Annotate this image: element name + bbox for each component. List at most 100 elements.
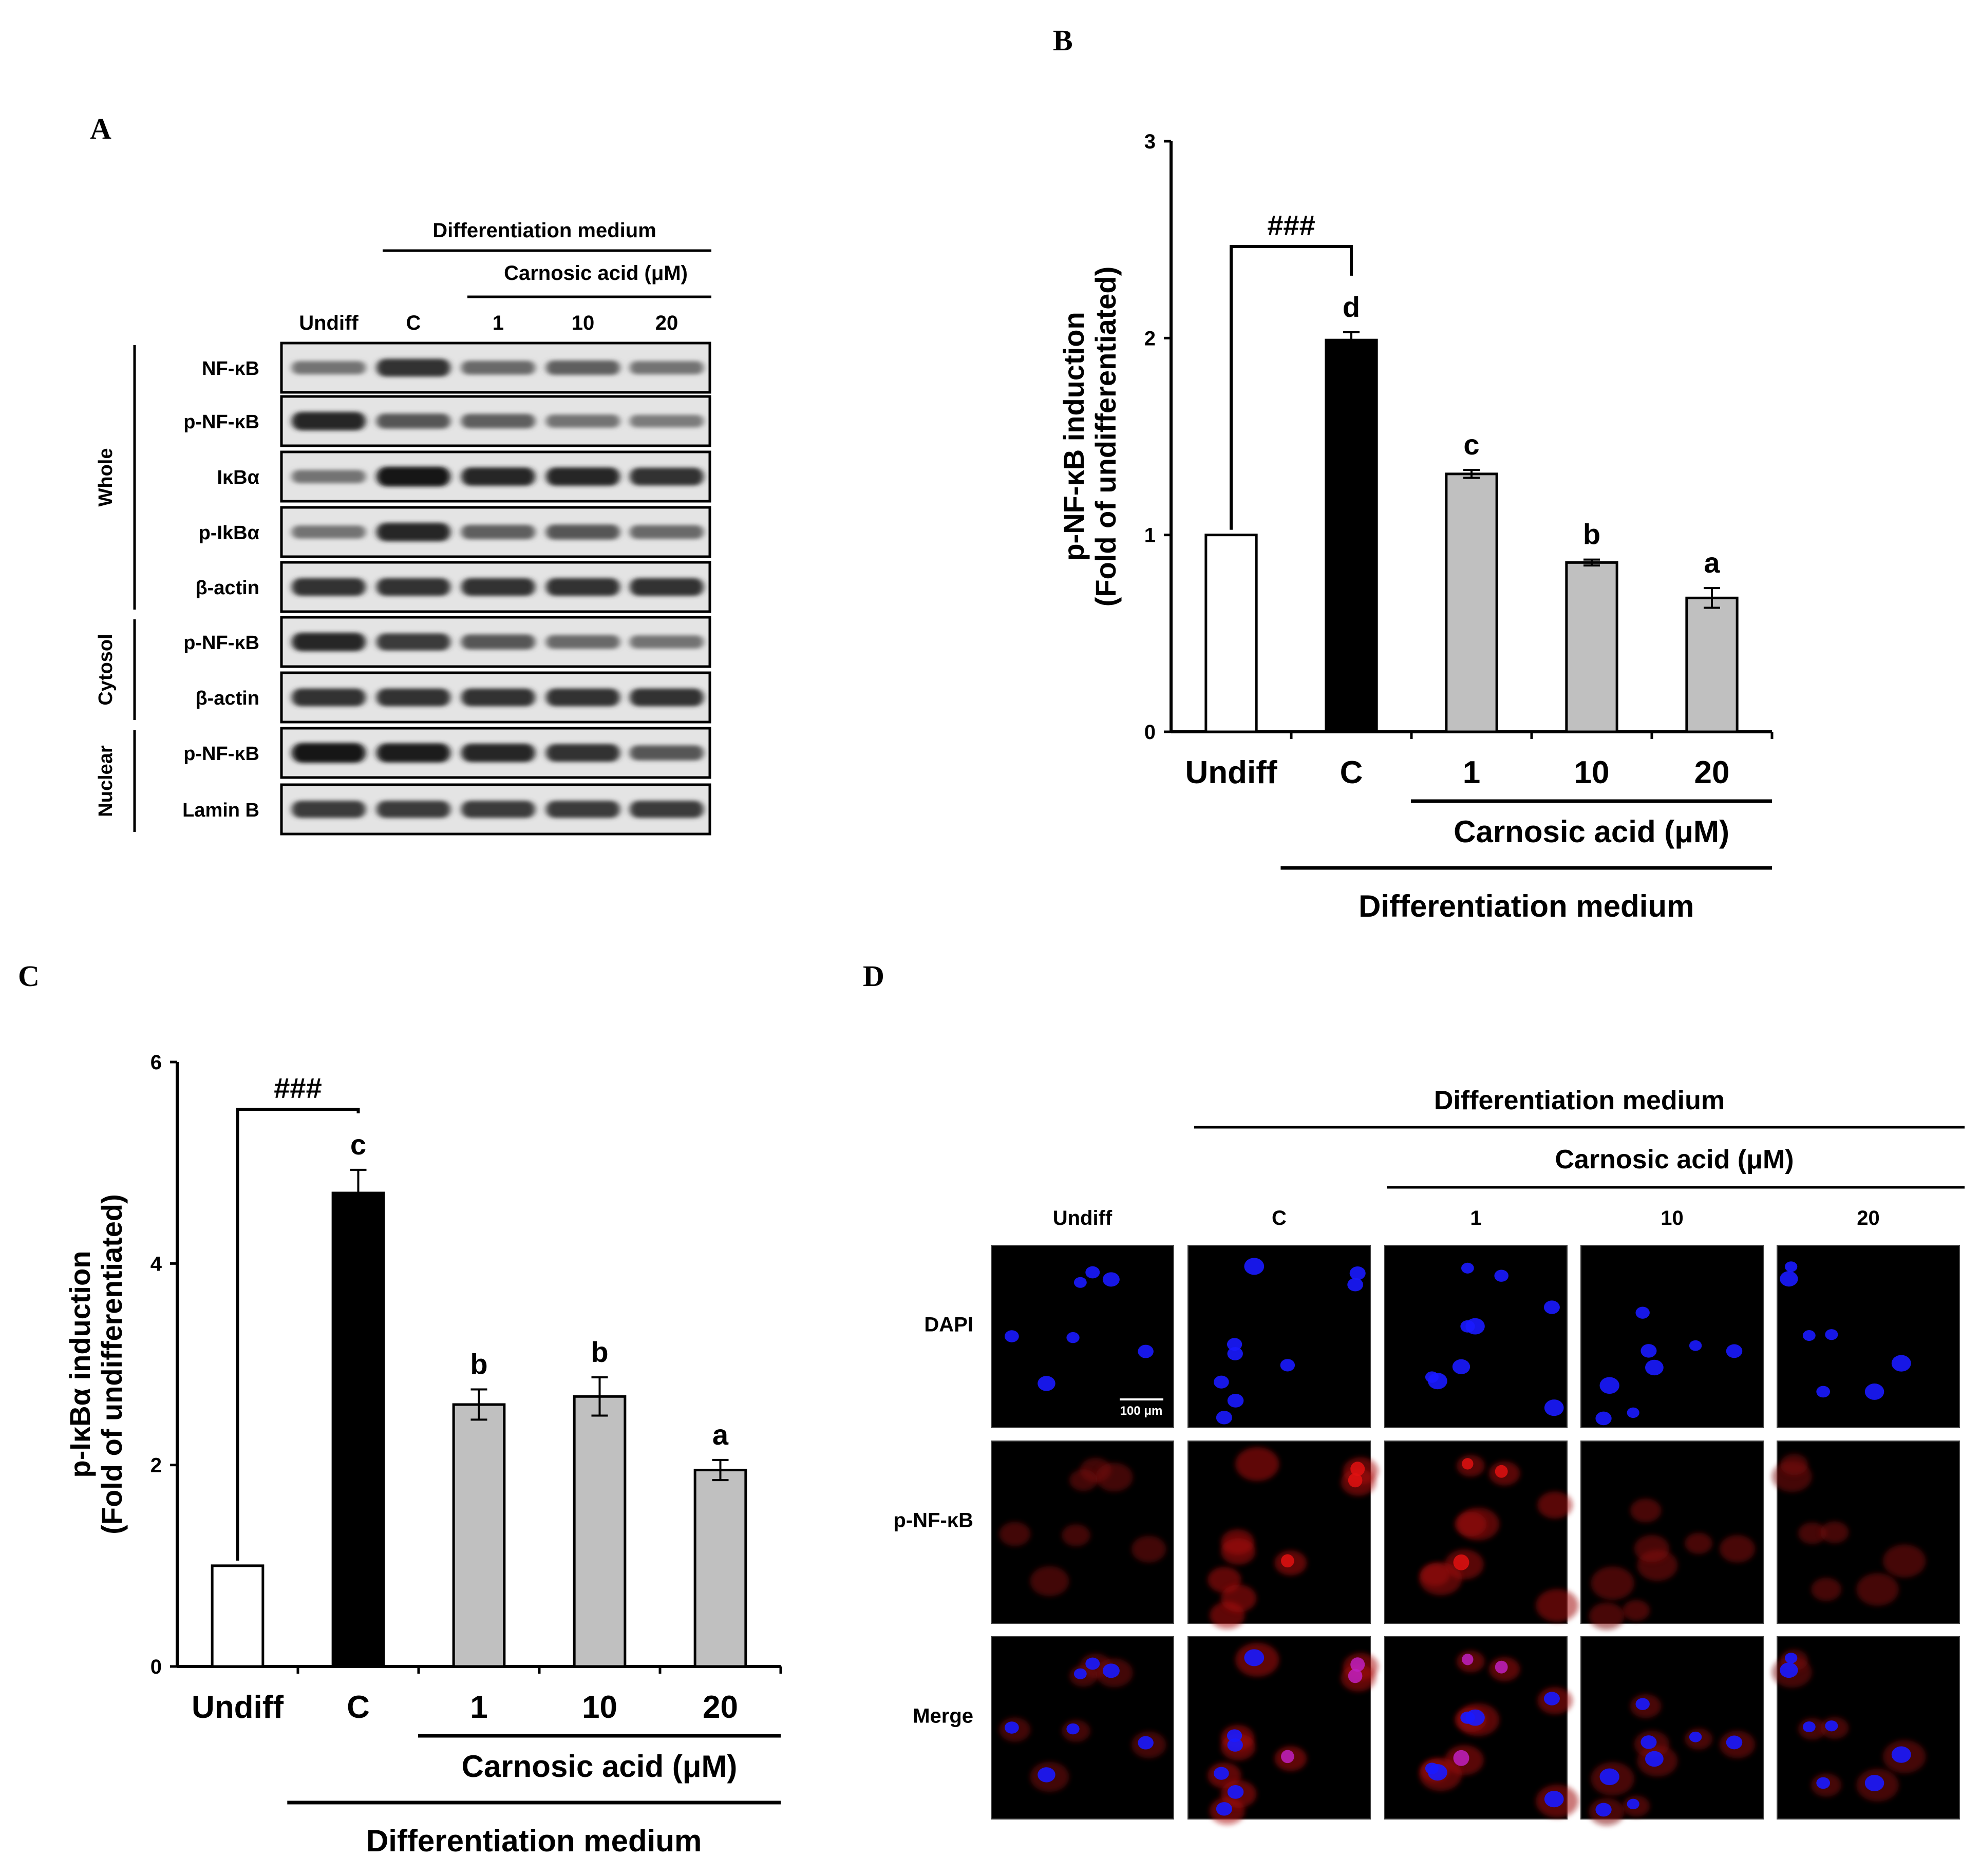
- nucleus: [1227, 1738, 1243, 1752]
- significance-letter: a: [1704, 546, 1720, 579]
- panel-b-letter: B: [1053, 24, 1073, 57]
- blot-band: [376, 358, 450, 377]
- nucleus: [1825, 1329, 1838, 1340]
- blot-band: [546, 360, 620, 375]
- nucleus: [1544, 1791, 1564, 1808]
- nucleus: [1102, 1272, 1120, 1287]
- nucleus: [1138, 1736, 1154, 1750]
- nuclear-signal: [1348, 1669, 1363, 1683]
- nucleus: [1073, 1668, 1087, 1679]
- cell-cytoplasm: [1221, 1538, 1256, 1565]
- nucleus: [1427, 1764, 1447, 1781]
- fluorescence-tile: [1772, 1441, 1960, 1624]
- y-tick-label: 0: [150, 1656, 162, 1678]
- cell-cytoplasm: [1883, 1544, 1926, 1578]
- x-tick-label: C: [1340, 755, 1363, 790]
- blot-band: [461, 467, 535, 486]
- tile-row-label: p-NF-κB: [893, 1509, 973, 1532]
- nuclear-signal: [1348, 1473, 1363, 1488]
- nucleus: [1640, 1735, 1657, 1749]
- bar: [1565, 561, 1618, 733]
- nucleus: [1891, 1355, 1911, 1372]
- tile-background: [1187, 1441, 1371, 1624]
- y-tick-label: 0: [1144, 721, 1156, 744]
- nucleus: [1784, 1653, 1798, 1663]
- x-tick-label: 10: [1574, 755, 1610, 790]
- blot-row-label: p-NF-κB: [183, 632, 259, 654]
- lane-label: Undiff: [299, 312, 359, 334]
- nucleus: [1227, 1338, 1242, 1351]
- blot-band: [376, 633, 450, 651]
- nucleus: [1784, 1261, 1798, 1272]
- group-label: Nuclear: [95, 745, 117, 817]
- blot-band: [292, 578, 366, 596]
- tile-background: [1187, 1245, 1371, 1428]
- blot-band: [630, 688, 704, 707]
- nucleus: [1627, 1798, 1639, 1810]
- blot-band: [461, 578, 535, 596]
- blot-row-label: Lamin B: [182, 800, 259, 821]
- blot-band: [546, 467, 620, 486]
- tile-background: [1384, 1245, 1568, 1428]
- panel-d-header-sub: Carnosic acid (μM): [1555, 1145, 1794, 1174]
- nucleus: [1726, 1344, 1743, 1358]
- significance-letter: b: [591, 1336, 608, 1368]
- cell-cytoplasm: [999, 1522, 1031, 1546]
- nuclear-signal: [1281, 1750, 1294, 1764]
- blot-band: [630, 361, 704, 374]
- blot-band: [376, 522, 450, 542]
- cell-cytoplasm: [1719, 1535, 1756, 1563]
- x-tick-label: C: [347, 1690, 370, 1725]
- blot-band: [546, 801, 620, 818]
- tile-column-label: C: [1272, 1207, 1287, 1229]
- panel-c: C 0 2 4 6 p-IκBα induction (Fold of undiffere…: [18, 959, 782, 1858]
- panel-a-header-sub: Carnosic acid (μM): [504, 262, 688, 285]
- nucleus: [1460, 1320, 1475, 1333]
- nucleus: [1726, 1735, 1743, 1750]
- lane-label: 1: [493, 312, 504, 334]
- nucleus: [1599, 1768, 1619, 1786]
- x-tick-label: Undiff: [1185, 755, 1277, 790]
- nuclear-signal: [1281, 1554, 1294, 1568]
- nuclear-signal: [1462, 1654, 1474, 1665]
- blot-band: [461, 413, 535, 429]
- fluorescence-tile: [1777, 1245, 1960, 1428]
- blot-band: [630, 525, 704, 539]
- blot-band: [630, 467, 704, 486]
- x-tick-label: 1: [1463, 755, 1480, 790]
- tile-row-label: DAPI: [924, 1314, 973, 1336]
- fluorescence-tile: [1384, 1245, 1568, 1428]
- cell-cytoplasm: [1030, 1566, 1069, 1597]
- nucleus: [1599, 1377, 1619, 1394]
- cell-cytoplasm: [1630, 1498, 1662, 1523]
- fluorescence-tile: [1580, 1245, 1764, 1428]
- nucleus: [1689, 1731, 1702, 1742]
- nucleus: [1349, 1266, 1366, 1280]
- blot-band: [630, 635, 704, 649]
- panel-b: B 0 1 2 3 p-NF-κB induction (Fold of undiffer…: [1053, 24, 1774, 923]
- nucleus: [1227, 1347, 1243, 1360]
- cell-cytoplasm: [1220, 1584, 1257, 1613]
- nuclear-signal: [1453, 1750, 1469, 1766]
- fluorescence-tile: [991, 1441, 1174, 1624]
- nuclear-signal: [1495, 1465, 1508, 1478]
- tile-column-label: 10: [1661, 1207, 1684, 1229]
- nucleus: [1864, 1775, 1884, 1791]
- nucleus: [1216, 1802, 1232, 1816]
- nucleus: [1543, 1300, 1560, 1314]
- nucleus: [1216, 1411, 1232, 1425]
- nucleus: [1627, 1407, 1639, 1418]
- fluorescence-tile: [1187, 1441, 1379, 1629]
- blot-band: [546, 578, 620, 596]
- blot-row-label: β-actin: [195, 688, 259, 709]
- nucleus: [1085, 1266, 1100, 1279]
- lane-label: C: [406, 312, 421, 334]
- nucleus: [1102, 1663, 1120, 1678]
- blot-band: [376, 688, 450, 707]
- panel-a-lane-labels: Undiff C 1 10 20: [299, 312, 678, 334]
- y-tick-label: 2: [1144, 327, 1156, 350]
- cell-cytoplasm: [1685, 1532, 1712, 1554]
- cell-cytoplasm: [1132, 1536, 1166, 1563]
- blot-row-label: p-IkBα: [199, 522, 259, 544]
- blot-band: [546, 744, 620, 762]
